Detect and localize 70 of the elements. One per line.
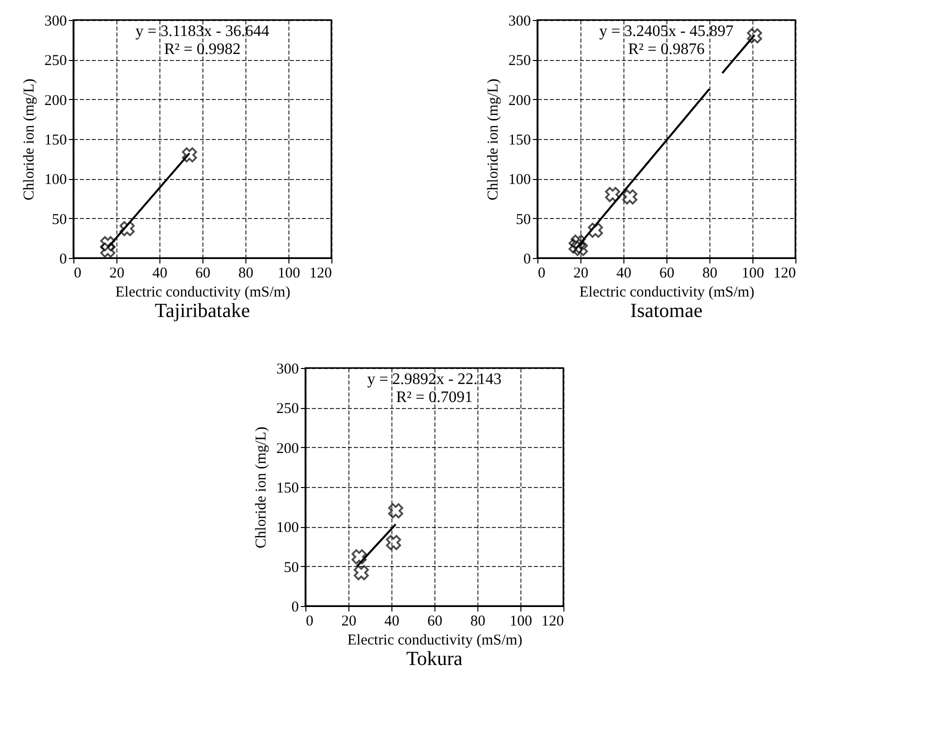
y-axis-title: Chloride ion (mg/L) <box>253 426 270 548</box>
annotation: R² = 0.9876 <box>628 41 705 58</box>
y-tick-label: 200 <box>508 92 531 109</box>
y-axis-title: Chloride ion (mg/L) <box>21 78 38 200</box>
y-tick-label: 0 <box>59 252 67 268</box>
x-tick-label: 120 <box>541 614 564 630</box>
x-axis-title: Electric conductivity (mS/m) <box>115 284 290 300</box>
x-tick-label: 0 <box>74 266 82 282</box>
text: Tajiribatake <box>154 300 250 322</box>
x-tick-label: 20 <box>341 614 356 630</box>
x-tick-label: 20 <box>573 266 588 282</box>
y-tick-label: 250 <box>508 53 531 70</box>
annotation: y = 2.9892x - 22.143 <box>367 371 502 388</box>
point <box>354 565 369 580</box>
point <box>746 28 762 44</box>
x-tick-label: 60 <box>659 266 674 282</box>
point <box>182 147 198 162</box>
y-tick-label: 50 <box>284 560 299 576</box>
y-axis-title: Chloride ion (mg/L) <box>485 78 502 200</box>
point <box>100 242 116 258</box>
x-tick-label: 0 <box>306 614 314 630</box>
point <box>120 221 135 236</box>
point <box>622 189 638 204</box>
x-tick-label: 120 <box>773 266 796 282</box>
y-tick-label: 0 <box>291 600 299 616</box>
x-tick-label: 40 <box>384 614 400 630</box>
y-tick-label: 300 <box>508 14 531 30</box>
x-tick-label: 120 <box>309 266 332 282</box>
y-tick-label: 50 <box>52 212 67 228</box>
point <box>588 222 603 238</box>
point <box>568 238 584 254</box>
text: Tokura <box>406 648 463 670</box>
x-axis-title: Electric conductivity (mS/m) <box>579 284 754 300</box>
y-tick-label: 150 <box>44 132 67 148</box>
x-tick-label: 40 <box>152 266 168 282</box>
y-tick-label: 300 <box>44 14 67 30</box>
x-tick-label: 40 <box>616 266 632 282</box>
y-tick-label: 50 <box>516 212 531 228</box>
point <box>572 240 588 256</box>
x-tick-label: 20 <box>109 266 124 282</box>
y-tick-label: 100 <box>44 172 67 188</box>
x-tick-label: 100 <box>742 266 764 282</box>
point <box>570 234 586 250</box>
x-tick-label: 60 <box>195 266 210 282</box>
point <box>388 503 404 518</box>
point <box>605 186 620 202</box>
y-tick-label: 300 <box>276 362 299 378</box>
y-tick-label: 250 <box>276 401 299 418</box>
point <box>386 534 402 550</box>
x-axis-title: Electric conductivity (mS/m) <box>347 632 522 648</box>
y-tick-label: 250 <box>44 53 67 70</box>
point <box>352 549 367 564</box>
annotation: y = 3.1183x - 36.644 <box>135 23 270 40</box>
y-tick-label: 150 <box>508 132 531 148</box>
y-tick-label: 150 <box>276 480 299 496</box>
y-tick-label: 100 <box>508 172 531 188</box>
x-tick-label: 80 <box>238 266 254 282</box>
text: Isatomae <box>630 300 703 322</box>
y-tick-label: 100 <box>276 520 299 536</box>
y-tick-label: 0 <box>523 252 531 268</box>
annotation: R² = 0.7091 <box>396 389 473 406</box>
x-tick-label: 0 <box>538 266 546 282</box>
x-tick-label: 60 <box>427 614 442 630</box>
x-tick-label: 80 <box>470 614 486 630</box>
x-tick-label: 80 <box>702 266 718 282</box>
annotation: y = 3.2405x - 45.897 <box>599 23 734 40</box>
point <box>100 236 116 252</box>
y-tick-label: 200 <box>44 92 67 109</box>
y-tick-label: 200 <box>276 440 299 457</box>
annotation: R² = 0.9982 <box>164 41 241 58</box>
